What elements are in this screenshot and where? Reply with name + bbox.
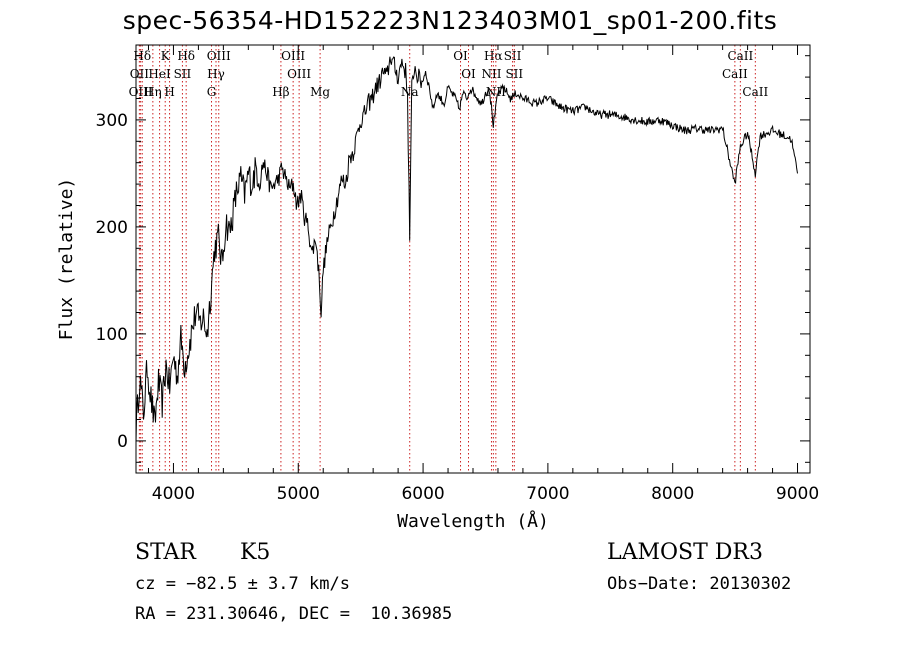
line-label-7: SII (174, 67, 192, 81)
line-label-11: G (207, 85, 217, 99)
x-tick-label-8000: 8000 (651, 484, 694, 504)
obs-date: Obs−Date: 20130302 (607, 574, 792, 594)
line-label-22: SII (504, 49, 522, 63)
line-label-15: Mg (310, 85, 330, 99)
object-class: STAR (135, 540, 196, 565)
x-tick-label-5000: 5000 (277, 484, 320, 504)
line-label-8: Hδ (177, 49, 195, 63)
redshift-cz: cz = −82.5 ± 3.7 km/s (135, 574, 350, 594)
line-label-6: Hη (144, 85, 162, 99)
x-tick-label-7000: 7000 (526, 484, 569, 504)
line-label-13: OIII (281, 49, 305, 63)
line-label-3: K (161, 49, 171, 63)
y-tick-label-100: 100 (96, 325, 128, 345)
chart-title: spec-56354-HD152223N123403M01_sp01-200.f… (122, 6, 778, 35)
spectrum-line (136, 56, 798, 444)
x-tick-label-6000: 6000 (401, 484, 444, 504)
x-axis-label: Wavelength (Å) (397, 510, 549, 532)
x-tick-label-9000: 9000 (776, 484, 819, 504)
line-label-9: OIII (207, 49, 231, 63)
y-axis-label: Flux (relative) (56, 178, 77, 341)
object-subclass: K5 (240, 540, 271, 565)
y-tick-label-200: 200 (96, 218, 128, 238)
line-label-18: OI (461, 67, 476, 81)
line-label-25: CaII (722, 67, 748, 81)
line-label-19: Hα (484, 49, 503, 63)
y-tick-label-0: 0 (117, 432, 128, 452)
line-label-24: CaII (727, 49, 753, 63)
y-tick-label-300: 300 (96, 111, 128, 131)
line-label-0: Hδ (133, 49, 151, 63)
axes: 4000 5000 6000 7000 8000 9000 0 100 200 300 Wavele… (56, 44, 819, 532)
line-label-14: OIII (287, 67, 311, 81)
line-label-23: SII (505, 67, 523, 81)
line-label-5: HeI (148, 67, 171, 81)
line-label-17: OI (453, 49, 468, 63)
line-label-1: OII (130, 67, 150, 81)
line-label-16: Na (401, 85, 419, 99)
survey-label: LAMOST DR3 (607, 540, 763, 565)
line-label-10: Hγ (207, 67, 225, 81)
line-label-12: Hβ (272, 85, 289, 99)
plot-frame (135, 44, 811, 474)
line-label-26: CaII (742, 85, 768, 99)
x-tick-label-4000: 4000 (152, 484, 195, 504)
line-label-20: NII (481, 67, 501, 81)
line-label-4: H (164, 85, 174, 99)
coordinates: RA = 231.30646, DEC = 10.36985 (135, 604, 453, 624)
plot-area: Hδ OII OIII K H HeI Hη SII Hδ OIII Hγ G Hβ OIII OIII Mg… (129, 45, 798, 473)
line-label-2: OIII (129, 85, 153, 99)
